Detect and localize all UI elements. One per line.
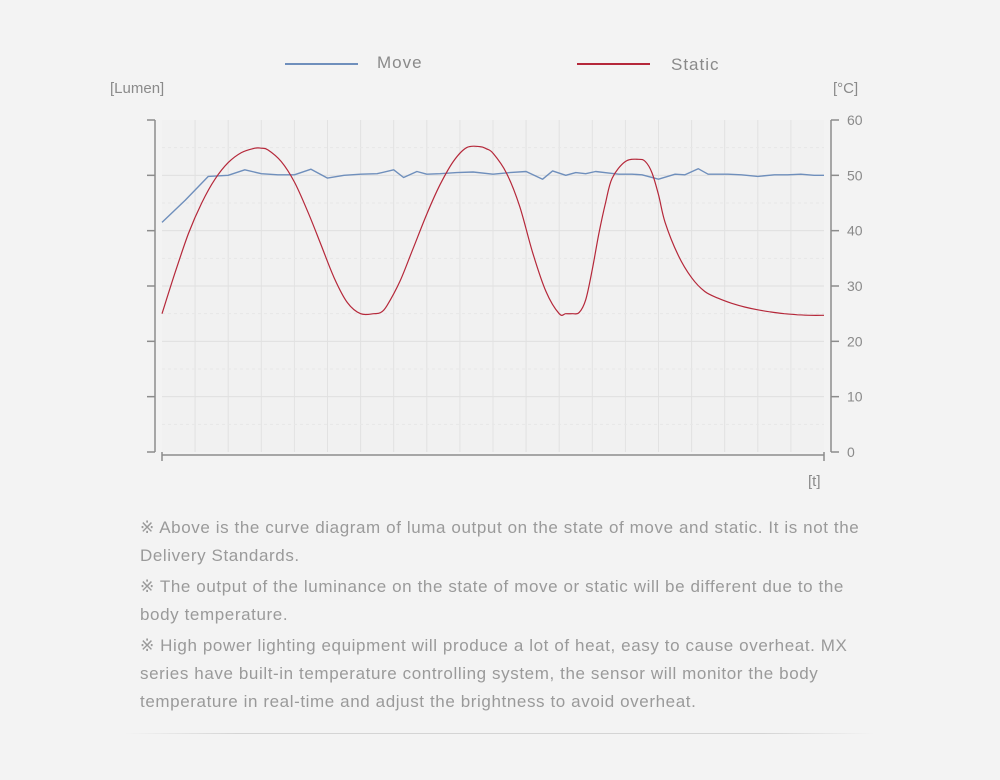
note-item: ※ The output of the luminance on the sta…	[140, 577, 844, 624]
notes-section: ※ Above is the curve diagram of luma out…	[140, 514, 870, 719]
chart-legend: Move Static	[285, 53, 720, 74]
y-right-tick-label: 10	[847, 389, 863, 405]
footer-divider	[125, 733, 875, 734]
chart-axes: 0 10 20 30 40 50 60	[147, 112, 863, 461]
y-right-tick-label: 30	[847, 278, 863, 294]
chart-grid	[162, 120, 824, 452]
note-item: ※ High power lighting equipment will pro…	[140, 636, 848, 711]
luma-temperature-chart: 0 10 20 30 40 50 60 Move Static [Lumen] [°C] [t…	[110, 53, 863, 490]
y-right-tick-label: 0	[847, 444, 855, 460]
y-right-tick-label: 40	[847, 223, 863, 239]
y-axis-right-label: [°C]	[833, 80, 858, 97]
series-line-static	[161, 145, 825, 316]
legend-label-static: Static	[671, 55, 720, 74]
y-right-tick-label: 20	[847, 333, 863, 349]
y-right-tick-label: 50	[847, 167, 863, 183]
legend-label-move: Move	[377, 53, 423, 72]
chart-series	[161, 145, 825, 316]
note-item: ※ Above is the curve diagram of luma out…	[140, 518, 860, 565]
series-line-move	[161, 167, 824, 223]
x-axis-label: [t]	[808, 473, 821, 490]
y-right-tick-label: 60	[847, 112, 863, 128]
y-axis-left-label: [Lumen]	[110, 80, 164, 97]
